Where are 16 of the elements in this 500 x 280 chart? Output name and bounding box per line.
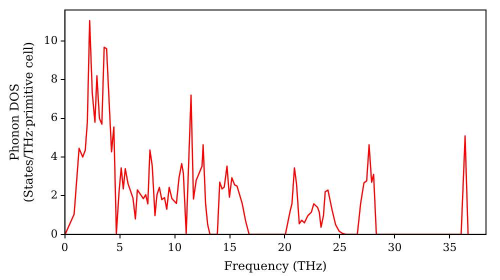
y-tick-label: 6: [50, 111, 58, 124]
y-axis-title: Phonon DOS (States/THz·primitive cell): [7, 42, 36, 203]
x-tick-label: 10: [168, 240, 182, 254]
x-tick-label: 0: [61, 240, 68, 254]
x-tick-label: 25: [332, 240, 347, 254]
x-tick-label: 15: [222, 240, 237, 254]
x-tick-label: 35: [442, 240, 457, 254]
x-tick-label: 20: [278, 240, 292, 254]
y-tick-label: 8: [50, 72, 58, 86]
y-tick-label: 10: [44, 34, 58, 47]
y-tick-label: 0: [50, 227, 58, 240]
x-tick-label: 30: [388, 240, 402, 254]
x-tick-label: 5: [116, 240, 124, 254]
y-tick-label: 2: [50, 188, 58, 202]
x-axis-title: Frequency (THz): [224, 258, 327, 273]
y-tick-label: 4: [50, 150, 58, 163]
